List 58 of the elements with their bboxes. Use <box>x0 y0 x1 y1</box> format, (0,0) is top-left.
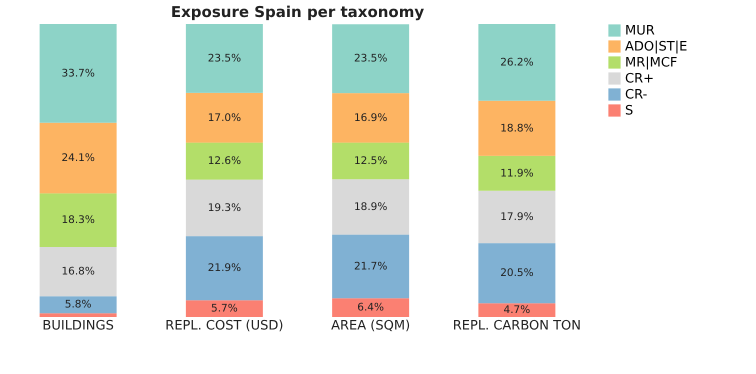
data-label: 21.9% <box>208 262 242 274</box>
bar <box>40 313 117 317</box>
data-label: 11.9% <box>500 167 534 180</box>
data-label: 24.1% <box>61 152 95 164</box>
data-label: 33.7% <box>61 67 95 80</box>
bar <box>40 122 117 194</box>
bar <box>186 180 263 236</box>
bar <box>40 296 117 314</box>
bar <box>332 179 410 235</box>
bar <box>332 93 410 143</box>
x-tick-label: BUILDINGS <box>42 318 114 334</box>
data-label: 5.8% <box>64 298 92 311</box>
bar <box>186 24 263 93</box>
data-label: 12.6% <box>208 155 242 168</box>
bar <box>40 193 117 247</box>
data-label: 19.3% <box>208 202 242 214</box>
bar <box>332 24 410 94</box>
legend-label: CR- <box>625 88 648 102</box>
data-label: 4.7% <box>504 304 530 316</box>
data-label: 18.8% <box>500 122 534 134</box>
bar <box>478 100 556 156</box>
data-label: 20.5% <box>500 267 534 280</box>
bar <box>478 24 556 101</box>
bar <box>332 298 410 317</box>
bar <box>186 236 263 300</box>
data-label: 17.9% <box>500 210 534 223</box>
data-label: 16.8% <box>61 266 95 278</box>
legend-label: MUR <box>625 24 655 38</box>
data-label: 12.5% <box>354 154 388 167</box>
bar <box>40 246 117 296</box>
bar <box>478 243 556 304</box>
data-label: 23.5% <box>208 52 242 64</box>
data-label: 23.5% <box>354 52 388 65</box>
bar <box>478 303 556 317</box>
data-label: 16.9% <box>354 112 388 124</box>
bar <box>186 92 263 143</box>
data-label: 17.0% <box>208 112 242 124</box>
bar <box>332 234 410 298</box>
legend-label: CR+ <box>625 72 654 86</box>
data-label: 21.7% <box>354 260 388 272</box>
bar <box>478 190 556 244</box>
bar <box>40 24 117 123</box>
bar <box>478 156 556 191</box>
chart-title: Exposure Spain per taxonomy <box>170 3 424 21</box>
data-label: 6.4% <box>357 302 384 314</box>
data-label: 18.3% <box>61 214 95 226</box>
data-label: 26.2% <box>500 56 534 68</box>
x-tick-label: REPL. CARBON TON <box>452 318 582 334</box>
bar <box>186 300 263 317</box>
data-label: 18.9% <box>354 200 388 213</box>
x-tick-label: REPL. COST (USD) <box>165 318 284 334</box>
legend-label: S <box>625 104 634 118</box>
x-tick-label: AREA (SQM) <box>331 318 410 334</box>
bar <box>332 142 410 180</box>
legend-label: MR|MCF <box>625 56 678 70</box>
data-label: 5.7% <box>211 302 238 315</box>
legend-label: ADO|ST|E <box>625 40 688 54</box>
bar <box>186 142 263 180</box>
